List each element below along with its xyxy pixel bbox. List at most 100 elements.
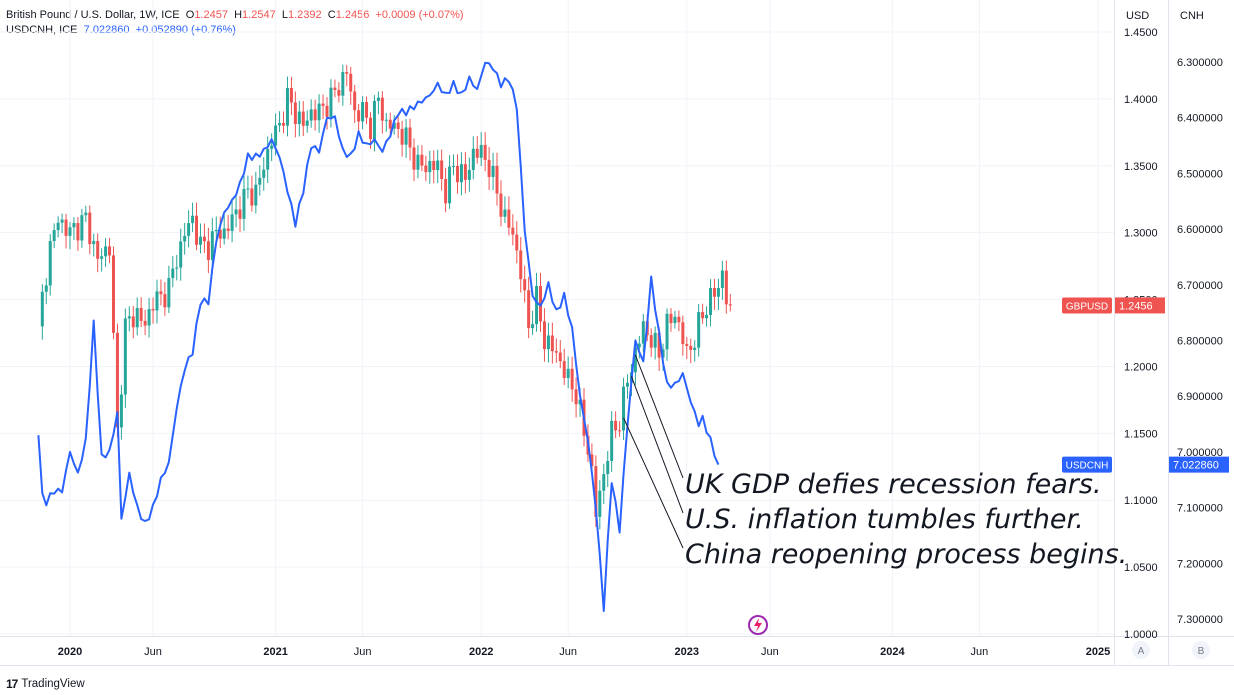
events-lightning-icon[interactable] [748, 615, 768, 635]
time-tick-label: Jun [144, 646, 162, 658]
candle-body [317, 103, 321, 121]
cnh-tick-label: 6.600000 [1177, 224, 1223, 236]
gbpusd-candle-down [455, 154, 459, 194]
scale-b-button[interactable]: B [1192, 641, 1210, 659]
candle-body [365, 102, 369, 118]
gbpusd-candle-up [720, 260, 724, 300]
cnh-tick-label: 7.000000 [1177, 447, 1223, 459]
candle-body [685, 344, 689, 346]
candle-body [285, 88, 289, 126]
auto-scale-button[interactable]: A [1132, 641, 1150, 659]
candle-body [159, 291, 163, 295]
gbpusd-candle-down [357, 104, 361, 133]
gbpusd-candle-down [139, 297, 143, 328]
gbpusd-candle-up [48, 234, 52, 296]
usdcnh-line [37, 61, 720, 612]
gbpusd-candle-down [614, 411, 618, 439]
usdcnh-legend-row[interactable]: USDCNH, ICE 7.022860 +0.052890 (+0.76%) [6, 23, 464, 38]
gbpusd-candle-up [697, 304, 701, 357]
cnh-tick-label: 6.300000 [1177, 57, 1223, 69]
gbpusd-candle-down [76, 217, 80, 251]
marker-symbol-box [1062, 297, 1112, 314]
gbpusd-candle-up [104, 238, 108, 268]
gbpusd-candle-up [175, 254, 179, 281]
gbpusd-candle-up [622, 377, 626, 441]
time-tick-label: Jun [971, 646, 989, 658]
gbpusd-candle-down [108, 237, 112, 264]
time-tick-label: 2021 [263, 646, 287, 658]
gbpusd-candle-up [625, 374, 629, 399]
time-tick-label: Jun [559, 646, 577, 658]
candle-body [428, 160, 432, 173]
candle-body [412, 147, 416, 170]
gbpusd-candle-down [195, 202, 199, 251]
gbpusd-candle-up [392, 115, 396, 135]
gbpusd-candle-up [305, 110, 309, 133]
gbpusd-candle-down [558, 339, 562, 369]
candle-body [206, 241, 210, 260]
cnh-tick-label: 6.700000 [1177, 280, 1223, 292]
candle-body [96, 241, 100, 259]
candle-body [289, 88, 293, 103]
marker-symbol-label: USDCNH [1066, 461, 1109, 472]
candle-body [396, 122, 400, 129]
candle-body [440, 160, 444, 179]
tradingview-logo[interactable]: 17 TradingView [6, 677, 85, 691]
candle-body [479, 144, 483, 158]
candle-body [104, 246, 108, 257]
gbpusd-candle-down [669, 308, 673, 332]
gbpusd-candle-down [689, 338, 693, 364]
gbpusd-candle-up [610, 411, 614, 472]
gbpusd-candle-down [712, 278, 716, 310]
candle-body [353, 91, 357, 111]
cnh-tick-label: 6.400000 [1177, 113, 1223, 125]
candle-body [282, 123, 286, 126]
gbpusd-candle-down [495, 152, 499, 206]
candle-body [246, 188, 250, 190]
gbpusd-candle-down [293, 91, 297, 138]
candle-body [376, 97, 380, 101]
gbpusd-candle-up [119, 385, 123, 440]
gbpusd-candle-up [467, 157, 471, 192]
candle-body [452, 166, 456, 168]
gbpusd-candle-up [234, 196, 238, 228]
gbpusd-candle-down [337, 82, 341, 103]
candle-body [40, 291, 44, 327]
candle-body [195, 215, 199, 245]
candle-body [329, 87, 333, 117]
gbpusd-candle-down [728, 294, 732, 312]
annotations: UK GDP defies recession fears. U.S. infla… [623, 354, 1127, 570]
candle-body [226, 228, 230, 231]
gbpusd-candle-down [313, 99, 317, 131]
candle-body [657, 332, 661, 358]
candle-body [68, 227, 72, 236]
usdcnh-price-marker[interactable]: USDCNH 7.022860 [1062, 456, 1229, 473]
candle-body [313, 109, 317, 121]
gbpusd-candle-up [546, 322, 550, 363]
candle-body [554, 351, 558, 353]
candle-body [254, 184, 258, 206]
gbpusd-price-marker[interactable]: GBPUSD 1.2456 [1062, 297, 1165, 314]
gbpusd-candle-down [487, 146, 491, 190]
candle-body [602, 474, 606, 491]
gbpusd-candle-up [60, 213, 64, 234]
candle-body [183, 235, 187, 242]
gbpusd-candle-down [550, 322, 554, 364]
candle-body [250, 188, 254, 206]
gbpusd-legend-row[interactable]: British Pound / U.S. Dollar, 1W, ICE O1.… [6, 8, 464, 23]
candle-body [622, 386, 626, 431]
gbpusd-candle-down [321, 94, 325, 120]
time-tick-label: 2025 [1086, 646, 1110, 658]
gbpusd-candle-up [503, 196, 507, 224]
candle-body [483, 144, 487, 160]
candle-body [542, 321, 546, 350]
close-value: 1.2456 [335, 9, 370, 21]
gbpusd-candle-up [297, 100, 301, 137]
candle-body [614, 420, 618, 431]
candle-body [218, 229, 222, 239]
gbpusd-candle-down [151, 297, 155, 324]
marker-value-box [1169, 456, 1229, 473]
gbpusd-candle-up [653, 326, 657, 360]
candle-body [222, 228, 226, 239]
